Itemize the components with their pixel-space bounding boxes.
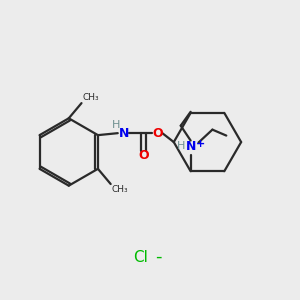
Text: CH₃: CH₃: [112, 185, 128, 194]
Text: -: -: [155, 248, 161, 266]
Text: CH₃: CH₃: [82, 93, 99, 102]
Text: H: H: [112, 120, 120, 130]
Text: N: N: [185, 140, 196, 153]
Text: H: H: [176, 142, 185, 152]
Text: N: N: [118, 127, 129, 140]
Text: +: +: [196, 139, 205, 148]
Text: Cl: Cl: [133, 250, 148, 265]
Text: O: O: [138, 149, 149, 162]
Text: O: O: [152, 127, 163, 140]
